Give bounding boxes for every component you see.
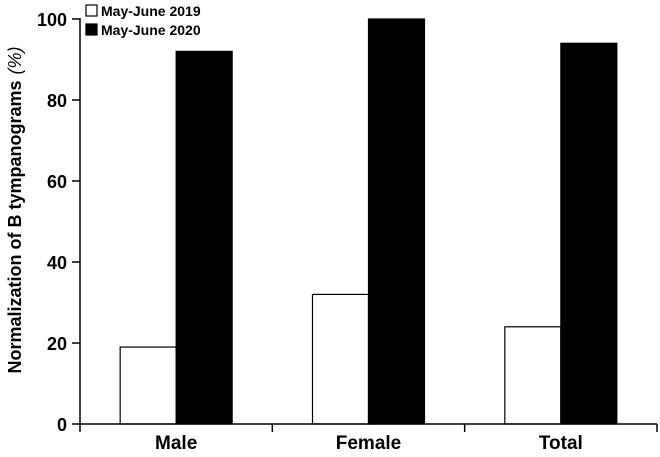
legend: May-June 2019 May-June 2020 (85, 3, 201, 38)
bars-layer (119, 18, 618, 425)
axes-layer: 0 20 40 60 80 100 Male Female Total (37, 10, 658, 454)
y-tick-label: 40 (47, 253, 67, 273)
y-axis-label-main: Normalization of B tympanograms (5, 80, 25, 373)
y-tick-label: 20 (47, 334, 67, 354)
y-tick-label: 80 (47, 91, 67, 111)
y-axis-label-unit: (%) (5, 46, 25, 74)
x-tick-label: Female (336, 433, 401, 452)
y-tick-label: 60 (47, 172, 67, 192)
legend-swatch (85, 23, 98, 36)
bar-2019-female (311, 293, 370, 425)
bar-2020-male (175, 50, 233, 425)
x-tick-label: Male (155, 433, 197, 452)
y-axis-title: Normalization of B tympanograms (%) (5, 46, 25, 373)
legend-label: May-June 2020 (101, 22, 201, 38)
legend-label: May-June 2019 (101, 3, 201, 19)
x-tick-label: Total (539, 433, 583, 452)
legend-swatch (85, 4, 98, 17)
bar-2020-total (560, 42, 618, 425)
bar-2020-female (367, 18, 426, 425)
bar-2019-male (119, 346, 177, 425)
y-tick-label: 100 (37, 10, 67, 30)
y-tick-label: 0 (57, 415, 67, 435)
bar-2019-total (504, 326, 562, 425)
y-axis-label: Normalization of B tympanograms (%) (5, 46, 25, 373)
